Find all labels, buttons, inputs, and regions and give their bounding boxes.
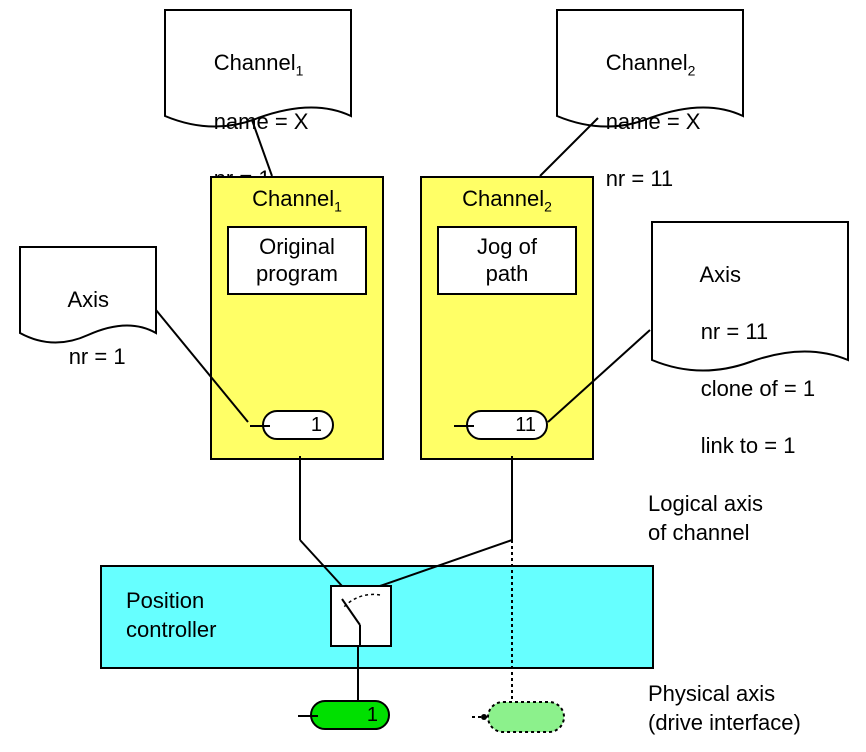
note-ax2-line4: link to = 1 bbox=[701, 433, 796, 458]
channel1-pill-value: 1 bbox=[311, 414, 322, 437]
logical-axis-label: Logical axis of channel bbox=[648, 490, 763, 547]
note-axis2: Axis nr = 11 clone of = 1 link to = 1 bbox=[650, 220, 850, 380]
note-channel1: Channel1 name = X nr = 1 bbox=[163, 8, 353, 128]
note-ch1-line1: Channel1 bbox=[214, 50, 304, 75]
note-ax2-line1: Axis bbox=[699, 262, 741, 287]
channel2-axis-pill: 11 bbox=[466, 410, 548, 440]
note-axis1: Axis nr = 1 bbox=[18, 245, 158, 355]
channel1-title: Channel1 bbox=[212, 186, 382, 214]
physical-axis-pill-1: 1 bbox=[310, 700, 390, 730]
channel2-program: Jog of path bbox=[437, 226, 577, 295]
note-ch1-line2: name = X bbox=[214, 109, 309, 134]
physical-axis-label: Physical axis (drive interface) bbox=[648, 680, 801, 737]
note-ax2-line2: nr = 11 bbox=[701, 319, 768, 344]
note-ax1-line2: nr = 1 bbox=[69, 344, 126, 369]
position-controller-label: Position controller bbox=[126, 587, 216, 644]
note-ch2-line1: Channel2 bbox=[606, 50, 696, 75]
channel1-program: Original program bbox=[227, 226, 367, 295]
channel2-title: Channel2 bbox=[422, 186, 592, 214]
physical-pill1-value: 1 bbox=[367, 704, 378, 727]
physical-axis-pill-2-ghost bbox=[472, 700, 552, 730]
note-ax1-line1: Axis bbox=[67, 287, 109, 312]
note-ax2-line3: clone of = 1 bbox=[701, 376, 815, 401]
channel2-box: Channel2 Jog of path 11 bbox=[420, 176, 594, 460]
channel2-pill-value: 11 bbox=[515, 414, 536, 437]
channel1-axis-pill: 1 bbox=[262, 410, 334, 440]
diagram-canvas: Channel1 name = X nr = 1 Channel2 name =… bbox=[0, 0, 866, 752]
note-channel2: Channel2 name = X nr = 11 bbox=[555, 8, 745, 128]
note-ch2-line2: name = X bbox=[606, 109, 701, 134]
note-ch2-line3: nr = 11 bbox=[606, 166, 673, 191]
switch-box bbox=[330, 585, 392, 647]
channel1-box: Channel1 Original program 1 bbox=[210, 176, 384, 460]
